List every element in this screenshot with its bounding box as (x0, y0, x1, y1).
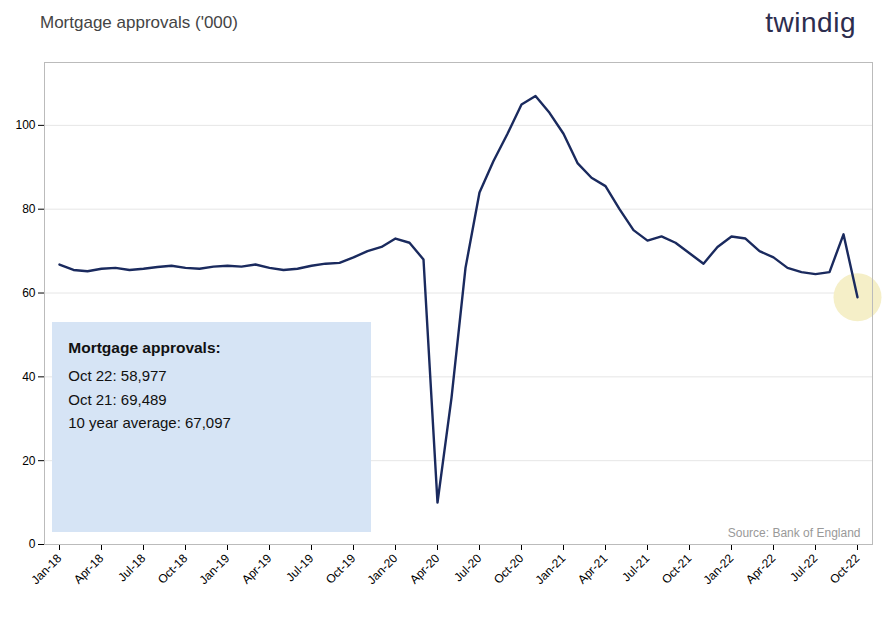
svg-text:80: 80 (22, 202, 36, 216)
svg-text:Jul-18: Jul-18 (115, 551, 148, 584)
svg-text:Jul-20: Jul-20 (451, 551, 484, 584)
svg-text:Apr-18: Apr-18 (71, 551, 107, 587)
svg-text:Jan-19: Jan-19 (196, 551, 232, 587)
svg-text:Jul-19: Jul-19 (283, 551, 316, 584)
svg-text:Apr-19: Apr-19 (239, 551, 275, 587)
svg-text:Jul-21: Jul-21 (619, 551, 652, 584)
svg-text:Apr-20: Apr-20 (407, 551, 443, 587)
html-text:Mortgage approvals ('000): Mortgage approvals ('000) (40, 13, 238, 32)
svg-text:0: 0 (29, 537, 36, 551)
html-text:Oct 21: 69,489: Oct 21: 69,489 (68, 390, 167, 408)
svg-text:Jan-22: Jan-22 (700, 551, 736, 587)
svg-text:Jan-20: Jan-20 (364, 551, 400, 587)
svg-text:100: 100 (15, 118, 35, 132)
svg-text:Jan-21: Jan-21 (532, 551, 568, 587)
svg-text:40: 40 (22, 370, 36, 384)
svg-text:Oct-21: Oct-21 (659, 551, 695, 587)
svg-text:Jan-18: Jan-18 (28, 551, 64, 587)
svg-text:Oct-20: Oct-20 (491, 551, 527, 587)
svg-text:60: 60 (22, 286, 36, 300)
svg-text:Jul-22: Jul-22 (787, 551, 820, 584)
html-text:twindig: twindig (765, 7, 856, 38)
svg-text:Apr-22: Apr-22 (743, 551, 779, 587)
html-text:Oct 22: 58,977: Oct 22: 58,977 (68, 367, 167, 385)
html-text:Mortgage approvals:: Mortgage approvals: (68, 339, 221, 357)
svg-text:Apr-21: Apr-21 (575, 551, 611, 587)
svg-text:20: 20 (22, 454, 36, 468)
svg-text:Source: Bank of England: Source: Bank of England (728, 526, 861, 540)
html-text:10 year average: 67,097: 10 year average: 67,097 (68, 413, 231, 431)
svg-text:Oct-19: Oct-19 (323, 551, 359, 587)
svg-text:Oct-22: Oct-22 (827, 551, 863, 587)
svg-text:Oct-18: Oct-18 (155, 551, 191, 587)
